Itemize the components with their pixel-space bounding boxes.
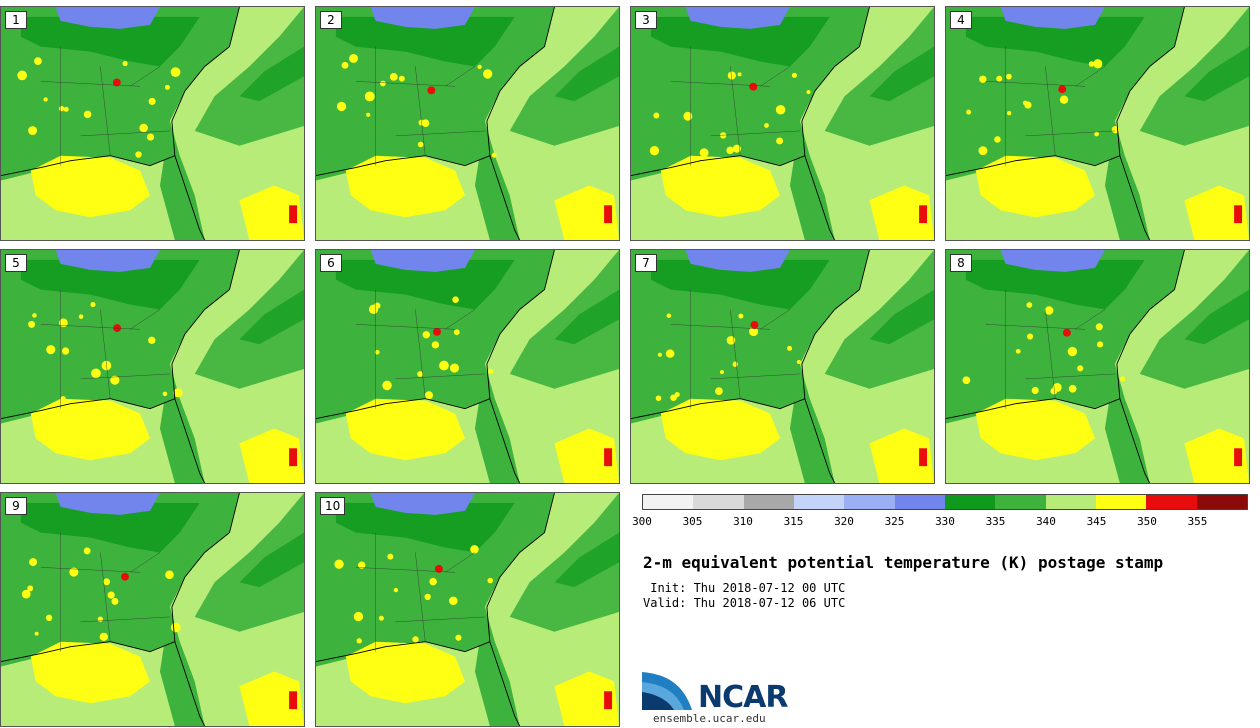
colorbar-segment <box>643 495 694 509</box>
colorbar-tick-label: 335 <box>985 515 1006 528</box>
panel-label: 4 <box>950 11 972 29</box>
map-panel-3: 3 <box>630 6 935 241</box>
panel-label: 3 <box>635 11 657 29</box>
panel-label: 2 <box>320 11 342 29</box>
colorbar-segment <box>944 495 996 509</box>
colorbar-segment <box>743 495 794 509</box>
ncar-logo-icon <box>642 672 692 710</box>
colorbar <box>642 494 1248 510</box>
map-panel-1: 1 <box>0 6 305 241</box>
colorbar-tick-label: 355 <box>1187 515 1208 528</box>
map-panel-6: 6 <box>315 249 620 484</box>
colorbar-segment <box>693 495 744 509</box>
map-panel-2: 2 <box>315 6 620 241</box>
colorbar-segment <box>1045 495 1096 509</box>
colorbar-tick-label: 315 <box>783 515 804 528</box>
map-panel-8: 8 <box>945 249 1250 484</box>
init-time: Init: Thu 2018-07-12 00 UTC <box>643 581 846 595</box>
colorbar-tick-label: 320 <box>834 515 854 528</box>
colorbar-tick-label: 345 <box>1086 515 1107 528</box>
panel-label: 8 <box>950 254 972 272</box>
logo-name: NCAR <box>698 680 788 715</box>
colorbar-segment <box>995 495 1046 509</box>
panel-label: 10 <box>320 497 346 515</box>
colorbar-segment <box>1146 495 1197 509</box>
colorbar-segment <box>1196 495 1247 509</box>
panel-label: 9 <box>5 497 27 515</box>
plot-title: 2-m equivalent potential temperature (K)… <box>643 553 1164 572</box>
valid-time: Valid: Thu 2018-07-12 06 UTC <box>643 596 846 610</box>
colorbar-tick-label: 340 <box>1036 515 1056 528</box>
map-panel-4: 4 <box>945 6 1250 241</box>
colorbar-tick-label: 325 <box>884 515 905 528</box>
colorbar-segment <box>844 495 895 509</box>
panel-label: 5 <box>5 254 27 272</box>
colorbar-tick-label: 305 <box>682 515 703 528</box>
colorbar-tick-label: 350 <box>1137 515 1157 528</box>
colorbar-tick-label: 310 <box>733 515 753 528</box>
colorbar-segment <box>793 495 845 509</box>
panel-label: 7 <box>635 254 657 272</box>
colorbar-tick-label: 330 <box>935 515 955 528</box>
map-panel-10: 10 <box>315 492 620 727</box>
panel-label: 6 <box>320 254 342 272</box>
map-panel-5: 5 <box>0 249 305 484</box>
colorbar-segment <box>1095 495 1147 509</box>
logo-url: ensemble.ucar.edu <box>653 712 766 725</box>
colorbar-tick-label: 300 <box>632 515 652 528</box>
colorbar-segment <box>894 495 945 509</box>
panel-label: 1 <box>5 11 27 29</box>
map-panel-9: 9 <box>0 492 305 727</box>
map-panel-7: 7 <box>630 249 935 484</box>
